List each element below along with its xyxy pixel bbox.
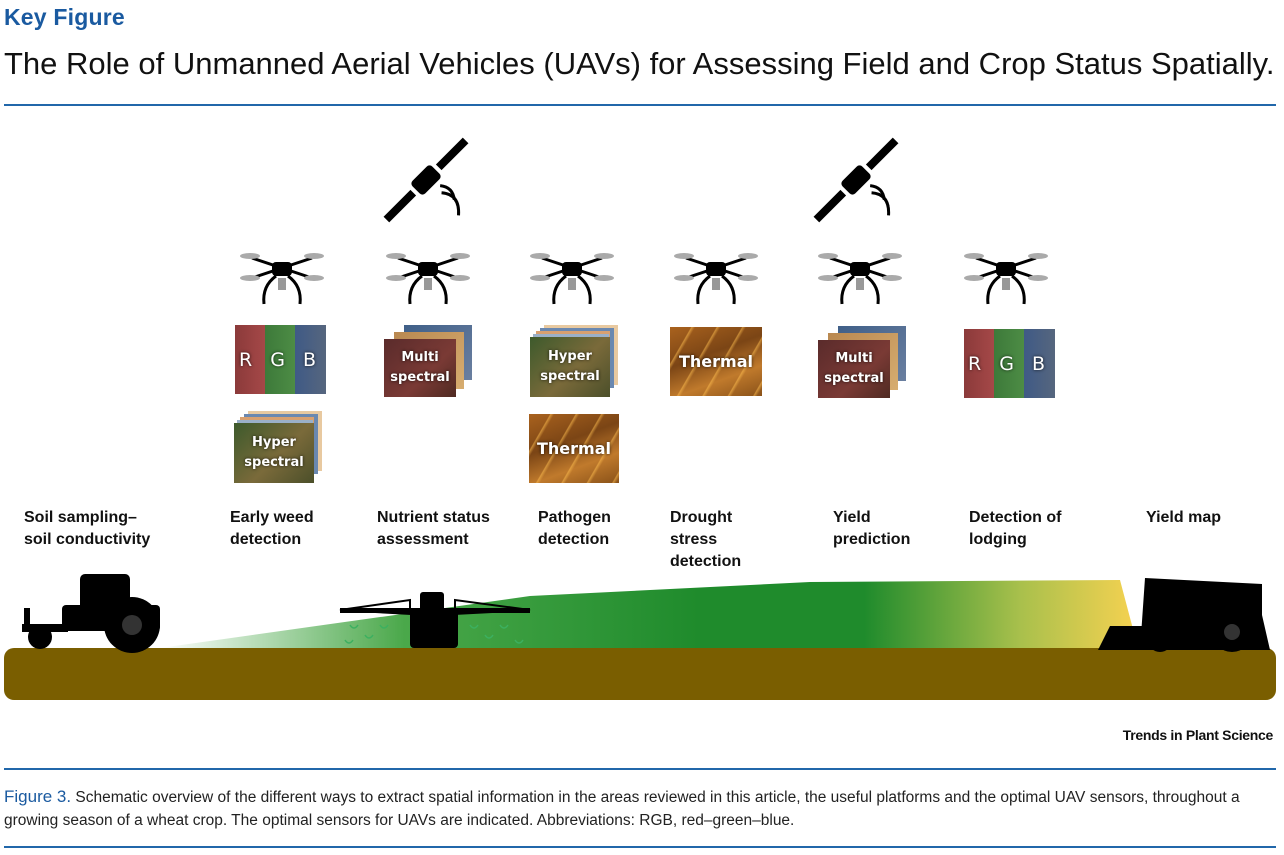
stage-label-drought: Drought stress detection xyxy=(670,509,742,570)
thermal-label: Thermal xyxy=(679,351,753,371)
drone-icon xyxy=(964,253,1048,305)
drone-icon xyxy=(386,253,470,305)
stage-label-lodging: Detection of lodging xyxy=(969,509,1062,548)
caption-lead: Figure 3. xyxy=(4,787,72,806)
tractor-icon xyxy=(22,574,160,653)
drone-icon xyxy=(530,253,614,305)
drone-icon xyxy=(818,253,902,305)
journal-attribution: Trends in Plant Science xyxy=(1122,727,1274,743)
stage-label-yieldmap: Yield map xyxy=(1146,509,1221,526)
rgb-sensor-tile: R G B xyxy=(235,325,326,394)
sprayer-icon xyxy=(339,592,531,648)
rgb-sensor-tile: R G B xyxy=(964,329,1055,398)
spray-nozzles-icon xyxy=(344,624,524,644)
multispectral-label: Multi spectral xyxy=(824,351,884,386)
stage-label-weed: Early weed detection xyxy=(230,509,314,548)
stage-label-nutrient: Nutrient status assessment xyxy=(377,509,490,548)
figure-title: The Role of Unmanned Aerial Vehicles (UA… xyxy=(4,46,1275,81)
caption-text: Schematic overview of the different ways… xyxy=(4,789,1240,829)
stage-label-pathogen: Pathogen detection xyxy=(538,509,611,548)
drone-icon xyxy=(240,253,324,305)
thermal-label: Thermal xyxy=(537,438,611,458)
figure-caption: Figure 3. Schematic overview of the diff… xyxy=(4,785,1280,832)
multispectral-label: Multi spectral xyxy=(390,350,450,385)
caption-rule-bottom xyxy=(4,846,1276,848)
rgb-label: R G B xyxy=(238,348,323,371)
hyperspectral-label: Hyper spectral xyxy=(244,435,304,470)
hyperspectral-stack: Hyper spectral xyxy=(234,411,324,483)
caption-rule-top xyxy=(4,768,1276,770)
soil-strip xyxy=(4,648,1276,700)
satellite-icon xyxy=(383,137,469,223)
hyperspectral-label: Hyper spectral xyxy=(540,349,600,384)
rgb-label: R G B xyxy=(967,352,1052,375)
stage-label-soil: Soil sampling– soil conductivity xyxy=(24,509,151,548)
multispectral-stack: Multi spectral xyxy=(818,326,908,398)
key-figure-label: Key Figure xyxy=(4,4,125,30)
drone-icon xyxy=(674,253,758,305)
thermal-sensor-tile: Thermal xyxy=(670,327,762,396)
title-rule xyxy=(4,104,1276,106)
crop-growth-band xyxy=(160,580,1138,648)
hyperspectral-stack: Hyper spectral xyxy=(530,325,620,397)
field-scene xyxy=(4,137,1276,700)
multispectral-stack: Multi spectral xyxy=(384,325,474,397)
thermal-sensor-tile: Thermal xyxy=(529,414,619,483)
stage-label-yield: Yield prediction xyxy=(833,509,911,548)
satellite-icon xyxy=(813,137,899,223)
